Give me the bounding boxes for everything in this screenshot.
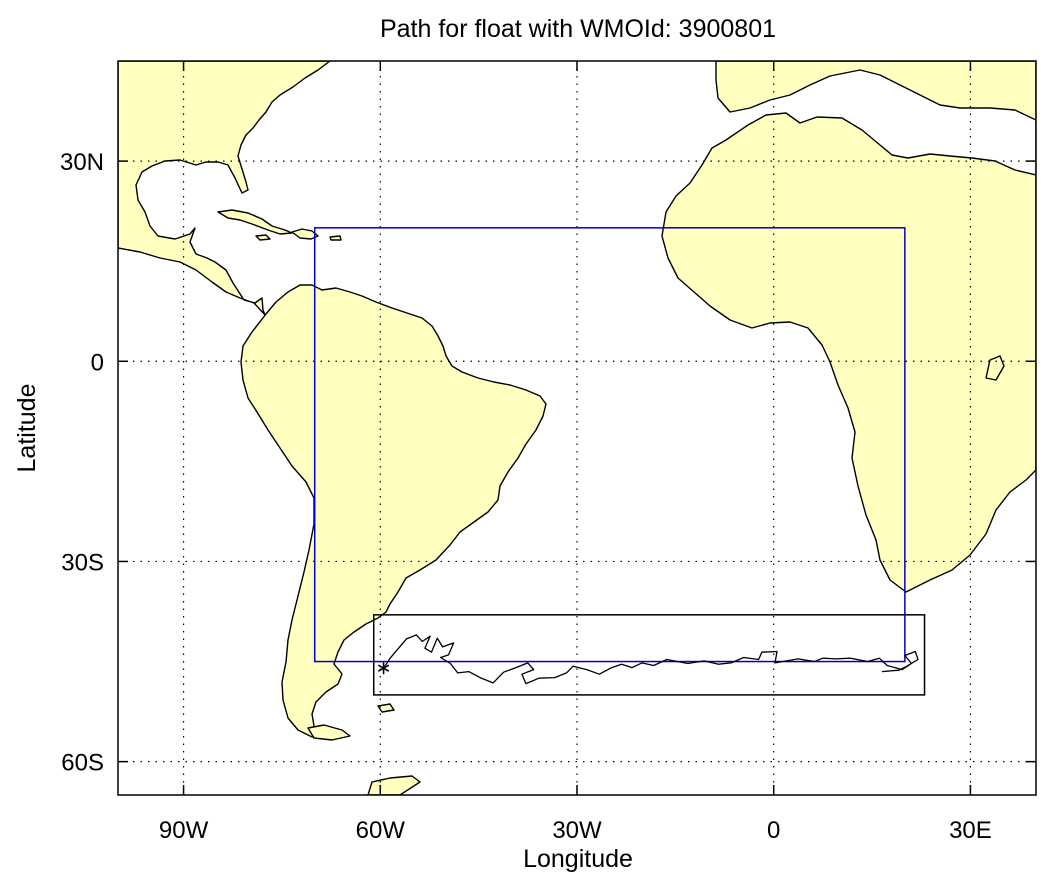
x-axis-title: Longitude [523,845,633,873]
float-track-layer [377,634,919,685]
map-title: Path for float with WMOId: 3900801 [380,15,776,43]
land-north-america [118,61,331,316]
land-madagascar [985,355,1005,381]
y-tick-label: 60S [61,750,104,777]
land-south-america [240,284,547,738]
axis-ticks: 90W 60W 30W 0 30E 30N 0 30S 60S [60,61,1036,844]
deployment-marker [377,662,390,675]
x-tick-label: 60W [356,817,406,844]
x-tick-label: 30E [949,817,992,844]
x-tick-label: 0 [767,817,780,844]
black-region-box [372,614,926,696]
x-tick-label: 30W [552,817,602,844]
blue-region-box [313,227,906,663]
y-tick-label: 30S [61,549,104,576]
land-tierra-del-fuego [307,724,351,741]
y-tick-label: 30N [60,149,104,176]
plot-area [118,61,1036,795]
float-track [383,634,919,685]
grid-lines [118,61,1036,795]
land-falklands [377,703,395,713]
y-tick-label: 0 [91,349,104,376]
land-puerto-rico [329,235,342,241]
land-cuba [217,209,293,235]
x-tick-label: 90W [159,817,209,844]
region-boxes [313,227,926,696]
land-hispaniola [291,228,319,240]
land-europe-africa [661,61,1036,593]
land-jamaica [255,234,271,241]
land-layer [118,61,1036,795]
y-axis-title: Latitude [13,384,41,473]
